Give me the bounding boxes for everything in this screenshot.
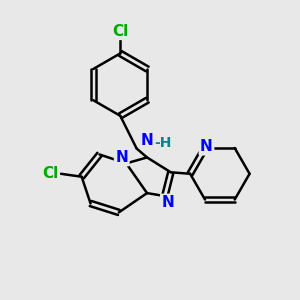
Text: Cl: Cl — [42, 166, 58, 181]
Text: Cl: Cl — [112, 24, 128, 39]
Text: N: N — [200, 139, 213, 154]
Text: N: N — [116, 150, 128, 165]
Text: -H: -H — [155, 136, 172, 150]
Text: N: N — [141, 133, 153, 148]
Text: N: N — [161, 195, 174, 210]
